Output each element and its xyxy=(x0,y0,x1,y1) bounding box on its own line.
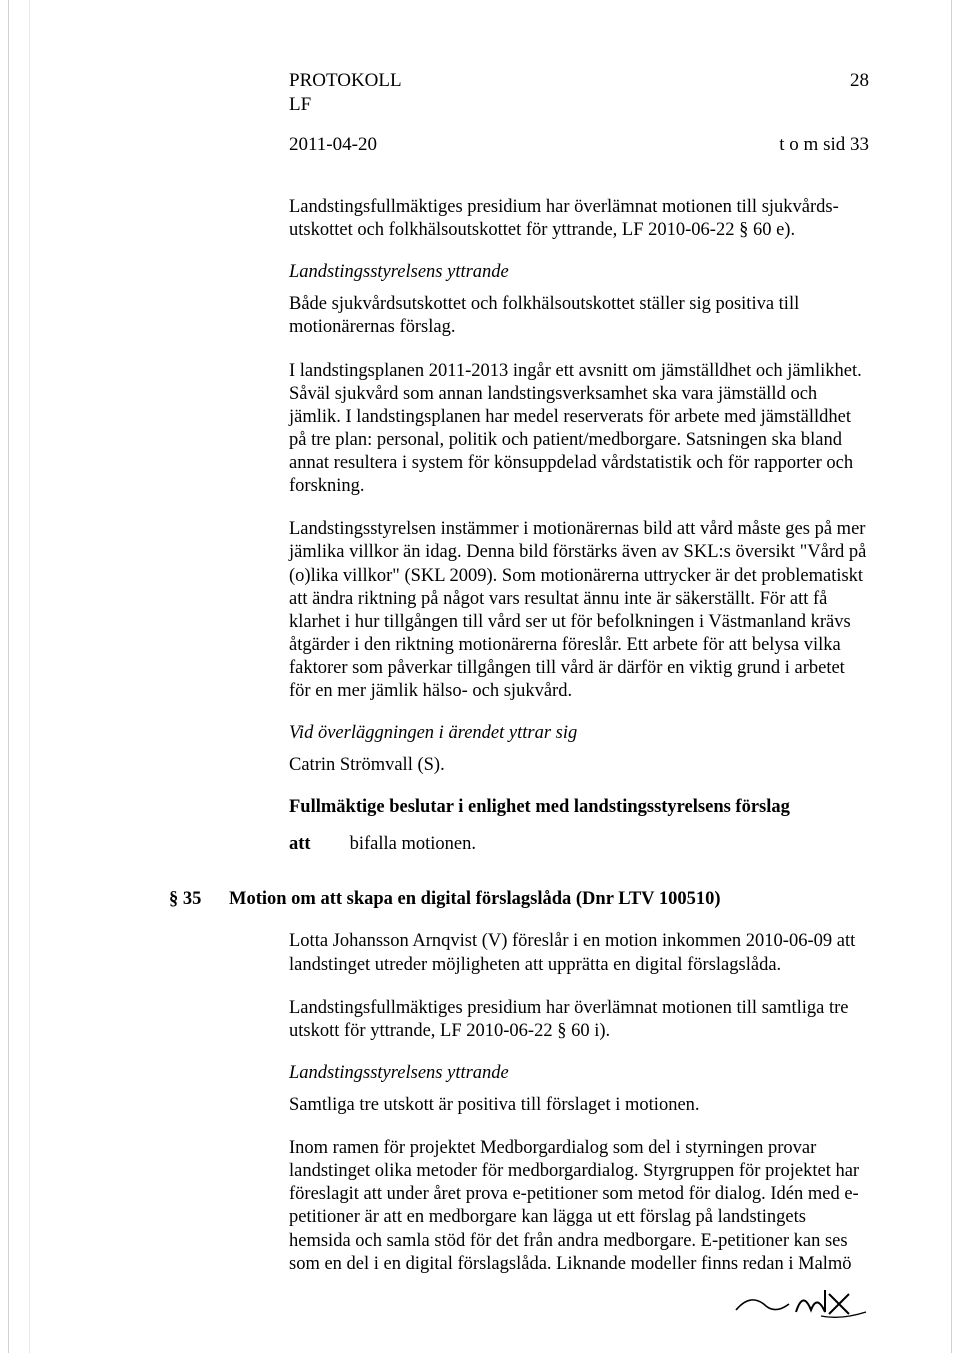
doc-date: 2011-04-20 xyxy=(289,134,377,156)
att-label: att xyxy=(289,834,345,855)
body-paragraph: Catrin Strömvall (S). xyxy=(289,754,869,777)
body-paragraph: Landstingsfullmäktiges presidium har öve… xyxy=(289,997,869,1043)
margin-rule xyxy=(29,0,30,1353)
subheading-italic: Landstingsstyrelsens yttrande xyxy=(289,262,869,283)
body-paragraph: Inom ramen för projektet Medborgardialog… xyxy=(289,1137,869,1276)
body-paragraph: Landstingsstyrelsen instämmer i motionär… xyxy=(289,518,869,703)
page-header: PROTOKOLL 28 LF 2011-04-20 t o m sid 33 xyxy=(289,70,869,156)
section-heading-row: § 35 Motion om att skapa en digital förs… xyxy=(169,889,951,910)
signature-icon xyxy=(731,1282,881,1327)
body-paragraph: Samtliga tre utskott är positiva till fö… xyxy=(289,1094,869,1117)
page-range: t o m sid 33 xyxy=(779,134,869,156)
page-number: 28 xyxy=(850,70,869,92)
body-paragraph: Landstingsfullmäktiges presidium har öve… xyxy=(289,196,869,242)
body-paragraph: I landstingsplanen 2011-2013 ingår ett a… xyxy=(289,360,869,499)
section-number: § 35 xyxy=(169,889,229,910)
doc-abbrev: LF xyxy=(289,94,311,115)
section-title: Motion om att skapa en digital förslagsl… xyxy=(229,889,721,910)
body-paragraph: Både sjukvårdsutskottet och folkhälsouts… xyxy=(289,293,869,339)
subheading-italic: Landstingsstyrelsens yttrande xyxy=(289,1063,869,1084)
subheading-italic: Vid överläggningen i ärendet yttrar sig xyxy=(289,723,869,744)
decision-line: att bifalla motionen. xyxy=(289,834,869,855)
body-paragraph: Lotta Johansson Arnqvist (V) föreslår i … xyxy=(289,930,869,976)
doc-type: PROTOKOLL xyxy=(289,70,402,92)
content-column: PROTOKOLL 28 LF 2011-04-20 t o m sid 33 … xyxy=(289,70,869,855)
att-text: bifalla motionen. xyxy=(350,834,476,854)
content-column: Lotta Johansson Arnqvist (V) föreslår i … xyxy=(289,930,869,1275)
decision-heading: Fullmäktige beslutar i enlighet med land… xyxy=(289,797,869,818)
document-page: PROTOKOLL 28 LF 2011-04-20 t o m sid 33 … xyxy=(8,0,952,1353)
